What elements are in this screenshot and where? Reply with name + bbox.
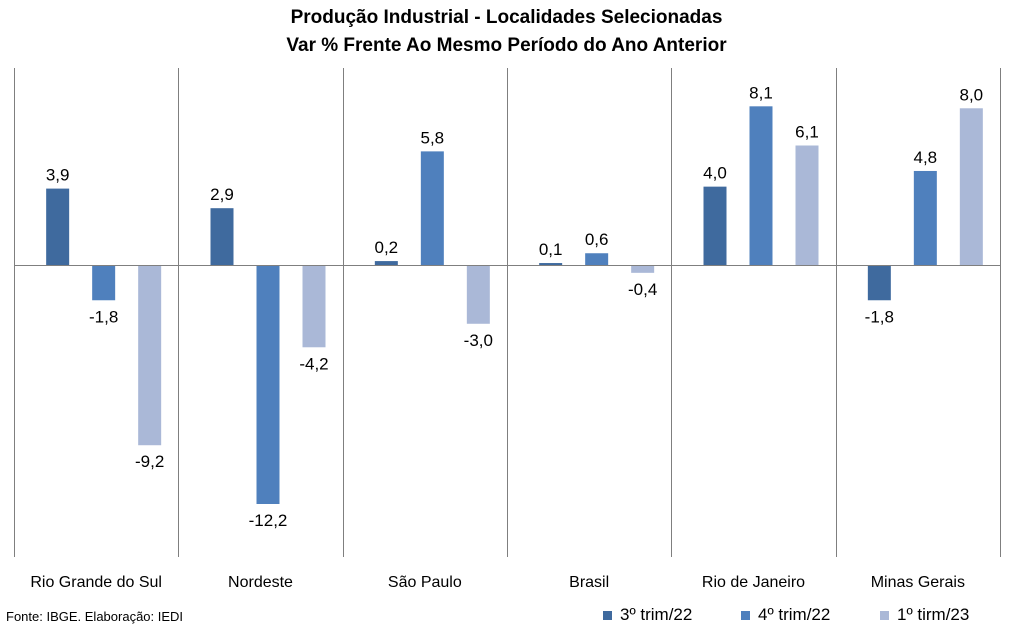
bar xyxy=(631,265,655,273)
bar xyxy=(210,208,234,265)
data-label: -1,8 xyxy=(865,307,894,326)
chart-subtitle: Var % Frente Ao Mesmo Período do Ano Ant… xyxy=(286,35,727,56)
bar xyxy=(138,265,162,446)
data-label: -4,2 xyxy=(299,354,328,373)
category-label: São Paulo xyxy=(388,574,462,591)
bar xyxy=(749,106,773,265)
data-label: -9,2 xyxy=(135,452,164,471)
data-label: 2,9 xyxy=(210,185,234,204)
data-label: 3,9 xyxy=(46,166,70,185)
bar xyxy=(959,108,983,265)
bar xyxy=(420,151,444,265)
bar xyxy=(539,263,563,265)
data-label: 8,1 xyxy=(749,83,773,102)
legend-swatch xyxy=(603,610,612,620)
bar xyxy=(466,265,490,324)
category-label: Brasil xyxy=(569,574,609,591)
data-label: -0,4 xyxy=(628,280,657,299)
data-label: 0,6 xyxy=(585,230,609,249)
legend-label: 3º trim/22 xyxy=(620,605,693,624)
legend-item: 3º trim/22 xyxy=(603,605,692,625)
bar xyxy=(256,265,280,504)
bar xyxy=(867,265,891,301)
bar xyxy=(703,186,727,265)
data-label: 4,8 xyxy=(914,148,938,167)
data-label: 0,2 xyxy=(375,238,399,257)
data-label: -3,0 xyxy=(464,331,493,350)
data-label: -12,2 xyxy=(249,511,288,530)
bar xyxy=(374,261,398,265)
bar xyxy=(795,145,819,265)
bar xyxy=(46,188,70,265)
data-label: -1,8 xyxy=(89,307,118,326)
category-label: Minas Gerais xyxy=(871,574,965,591)
bar xyxy=(585,253,609,265)
legend-label: 1º tirm/23 xyxy=(897,605,970,624)
legend-label: 4º trim/22 xyxy=(758,605,831,624)
data-label: 4,0 xyxy=(703,164,727,183)
legend-item: 1º tirm/23 xyxy=(880,605,969,625)
bar xyxy=(302,265,326,348)
legend-swatch xyxy=(741,610,750,620)
legend-item: 4º trim/22 xyxy=(741,605,830,625)
data-label: 0,1 xyxy=(539,240,563,259)
category-label: Rio Grande do Sul xyxy=(30,574,162,591)
data-label: 5,8 xyxy=(421,128,445,147)
data-label: 8,0 xyxy=(960,85,984,104)
data-label: 6,1 xyxy=(795,123,819,142)
legend-swatch xyxy=(880,610,889,620)
source-note: Fonte: IBGE. Elaboração: IEDI xyxy=(6,609,184,624)
bar xyxy=(913,170,937,265)
chart-title: Produção Industrial - Localidades Seleci… xyxy=(290,7,723,28)
category-label: Rio de Janeiro xyxy=(702,574,805,591)
category-label: Nordeste xyxy=(228,574,293,591)
bar xyxy=(92,265,116,301)
